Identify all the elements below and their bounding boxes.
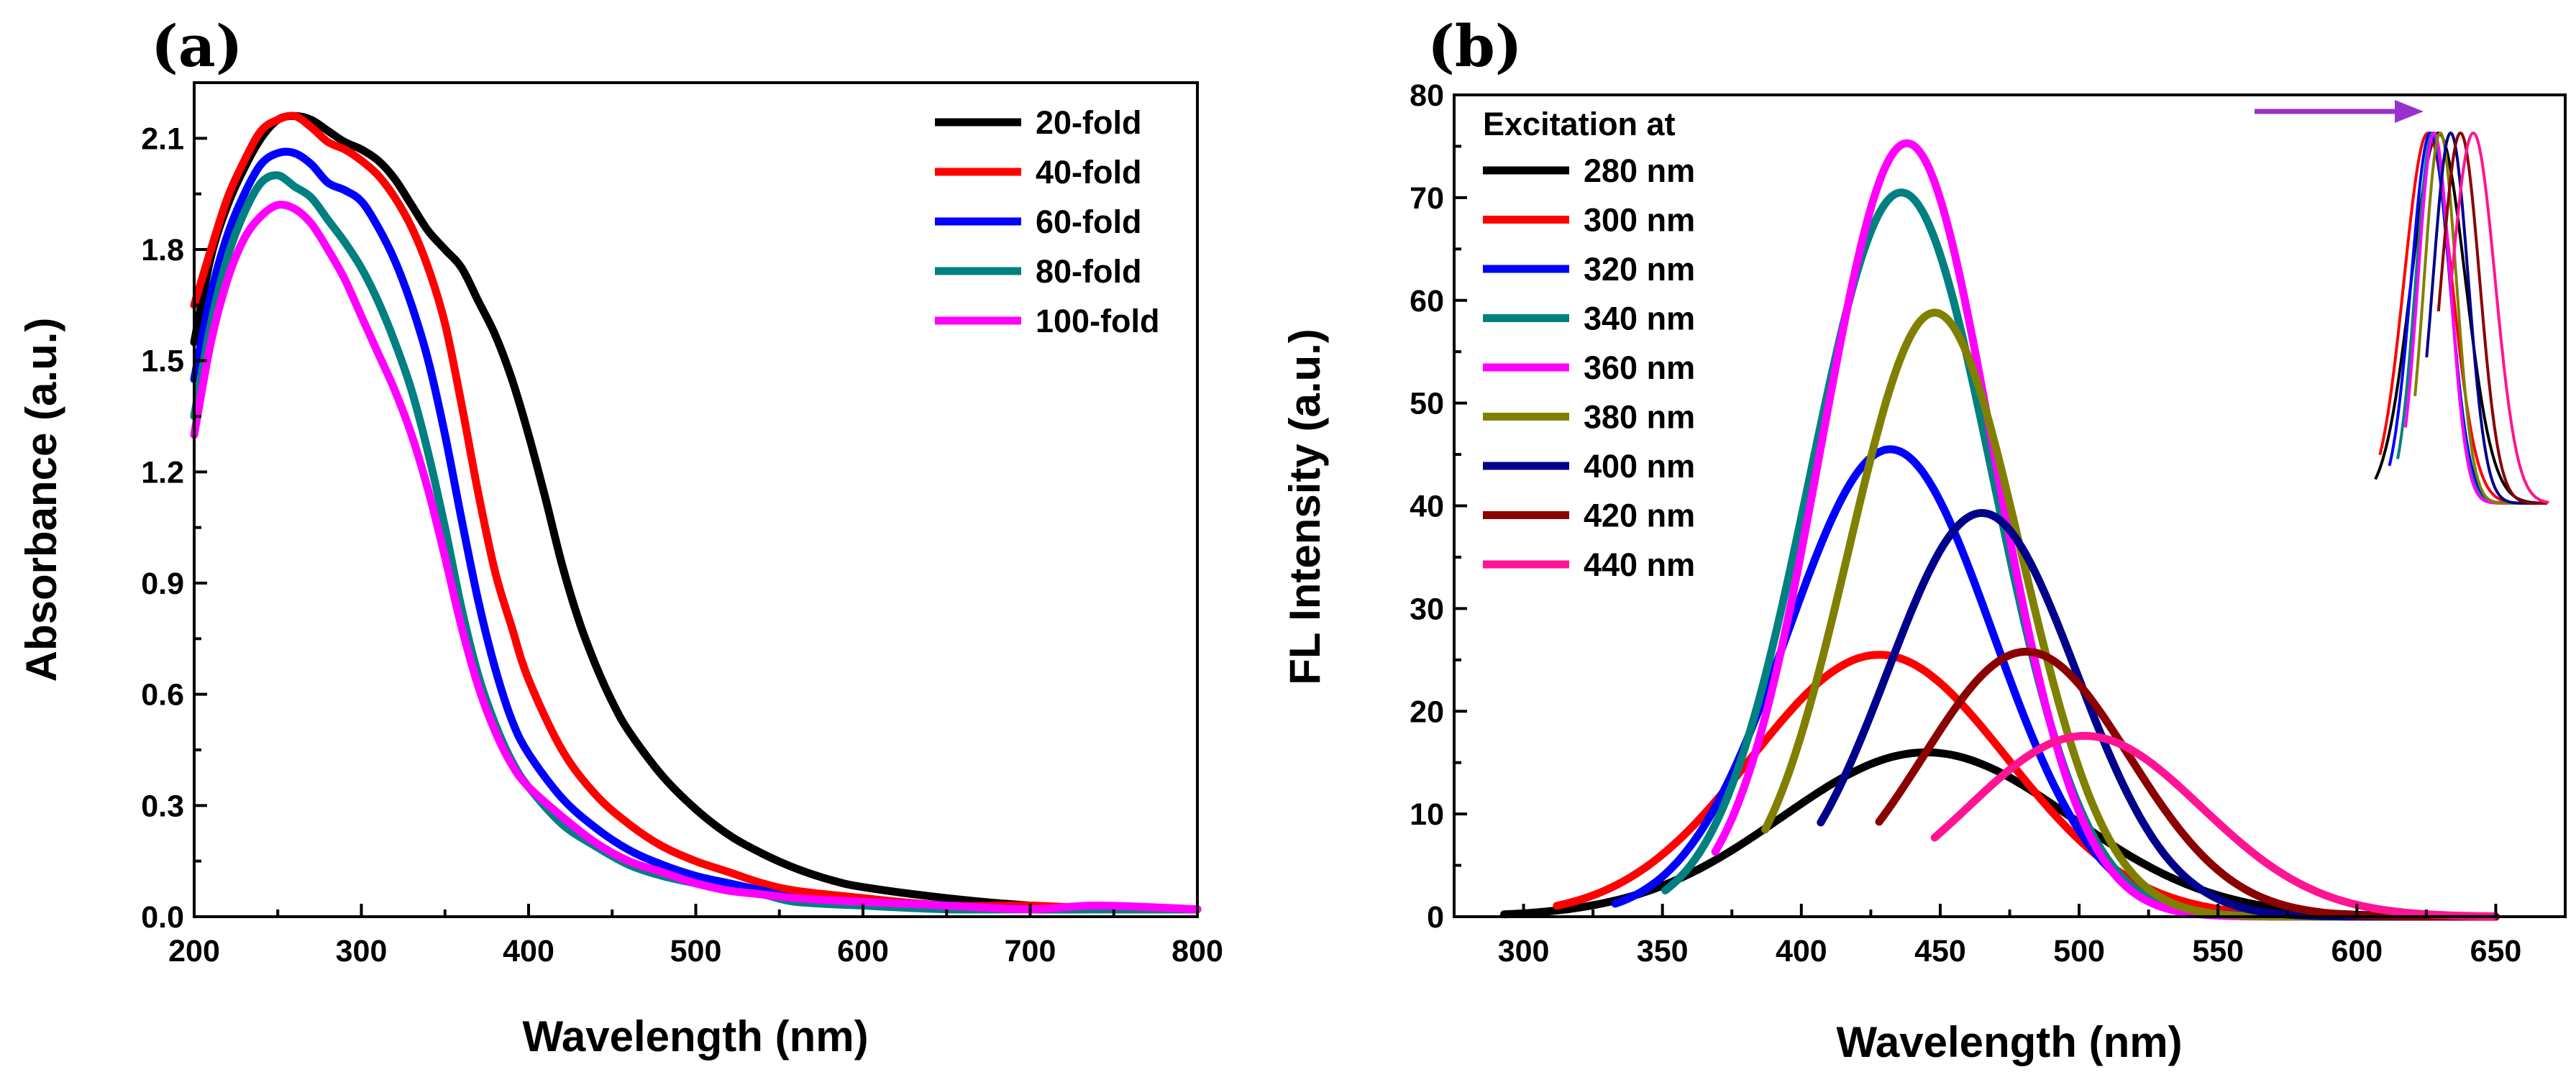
- panel-a-legend: 20-fold 40-fold 60-fold 80-fold 100-fold: [935, 104, 1160, 339]
- series-line-100-fold: [190, 201, 1202, 914]
- legend-label-380 nm: 380 nm: [1584, 399, 1695, 436]
- legend-label-20-fold: 20-fold: [1036, 104, 1142, 141]
- x-tick-label: 500: [2053, 934, 2105, 968]
- series-line-400 nm: [1817, 509, 2500, 921]
- y-tick-label: 1.2: [141, 455, 184, 490]
- y-tick-label: 20: [1410, 695, 1444, 729]
- x-tick-label: 650: [2470, 934, 2522, 968]
- inset-line-380 nm: [2413, 131, 2544, 505]
- panel-b-x-axis-title: Wavelength (nm): [1836, 1018, 2182, 1066]
- x-tick-label: 300: [1498, 934, 1550, 968]
- panel-b-ticks: 300 350 400 450 500 550 600 650 0 10 20 30 40 50 60 70 8…: [1410, 78, 2567, 968]
- y-tick-label: 40: [1410, 490, 1444, 524]
- x-tick-label: 550: [2192, 934, 2244, 968]
- legend-label-400 nm: 400 nm: [1584, 448, 1695, 485]
- panel-b-legend: Excitation at 280 nm 300 nm 320 nm 340 nm 36…: [1483, 106, 1695, 583]
- panel-a: (a) 200 300 400 500 600 700 800 0.0 0.3 0.6 0.9 1.2…: [17, 12, 1223, 1060]
- x-tick-label: 500: [670, 934, 722, 968]
- panel-a-ticks: 200 300 400 500 600 700 800 0.0 0.3 0.6 0.9 1.2 1.5 1…: [141, 122, 1223, 968]
- series-line-40-fold: [190, 111, 1202, 914]
- y-tick-label: 0.0: [141, 900, 184, 935]
- legend-label-80-fold: 80-fold: [1036, 253, 1142, 290]
- y-tick-label: 0.6: [141, 678, 184, 713]
- x-tick-label: 600: [2331, 934, 2383, 968]
- legend-label-280 nm: 280 nm: [1584, 152, 1695, 189]
- y-tick-label: 1.5: [141, 344, 184, 379]
- x-tick-label: 700: [1005, 934, 1056, 968]
- y-tick-label: 70: [1410, 181, 1444, 216]
- panel-b-y-axis-title: FL Intensity (a.u.): [1281, 329, 1329, 685]
- x-tick-label: 600: [837, 934, 889, 968]
- y-tick-label: 0.3: [141, 789, 184, 823]
- y-tick-label: 1.8: [141, 233, 184, 267]
- x-tick-label: 450: [1914, 934, 1966, 968]
- legend-label-420 nm: 420 nm: [1584, 498, 1695, 534]
- x-tick-label: 350: [1637, 934, 1689, 968]
- panel-b-legend-title: Excitation at: [1483, 106, 1676, 142]
- x-tick-label: 400: [503, 934, 554, 968]
- y-tick-label: 0: [1427, 900, 1444, 935]
- y-tick-label: 80: [1410, 78, 1444, 113]
- series-line-440 nm: [1930, 732, 2498, 920]
- panel-a-label: (a): [151, 12, 243, 80]
- panel-a-curves: [190, 111, 1202, 914]
- arrow-right-icon: [2395, 100, 2424, 123]
- x-tick-label: 400: [1776, 934, 1827, 968]
- y-tick-label: 2.1: [141, 122, 184, 156]
- legend-label-300 nm: 300 nm: [1584, 202, 1695, 239]
- panel-b: (b) 300 350 400 450 500 550 600 650 0 10 20 30 40 50 6…: [1281, 12, 2567, 1066]
- inset-line-420 nm: [2436, 131, 2547, 505]
- x-tick-label: 200: [168, 934, 220, 968]
- y-tick-label: 30: [1410, 592, 1444, 626]
- x-tick-label: 300: [336, 934, 388, 968]
- legend-label-60-fold: 60-fold: [1036, 203, 1142, 240]
- legend-label-40-fold: 40-fold: [1036, 154, 1142, 191]
- legend-label-320 nm: 320 nm: [1584, 251, 1695, 288]
- x-tick-label: 800: [1171, 934, 1223, 968]
- panel-a-y-axis-title: Absorbance (a.u.): [17, 318, 65, 682]
- legend-label-340 nm: 340 nm: [1584, 301, 1695, 337]
- panel-a-x-axis-title: Wavelength (nm): [522, 1012, 868, 1060]
- y-tick-label: 0.9: [141, 567, 184, 601]
- panel-b-label: (b): [1428, 12, 1522, 80]
- inset-line-440 nm: [2449, 132, 2549, 504]
- y-tick-label: 60: [1410, 284, 1444, 319]
- legend-label-440 nm: 440 nm: [1584, 546, 1695, 583]
- legend-label-100-fold: 100-fold: [1036, 303, 1160, 339]
- series-line-380 nm: [1761, 308, 2495, 921]
- legend-label-360 nm: 360 nm: [1584, 349, 1695, 386]
- y-tick-label: 50: [1410, 387, 1444, 421]
- panel-b-inset: [2255, 100, 2549, 505]
- y-tick-label: 10: [1410, 797, 1444, 832]
